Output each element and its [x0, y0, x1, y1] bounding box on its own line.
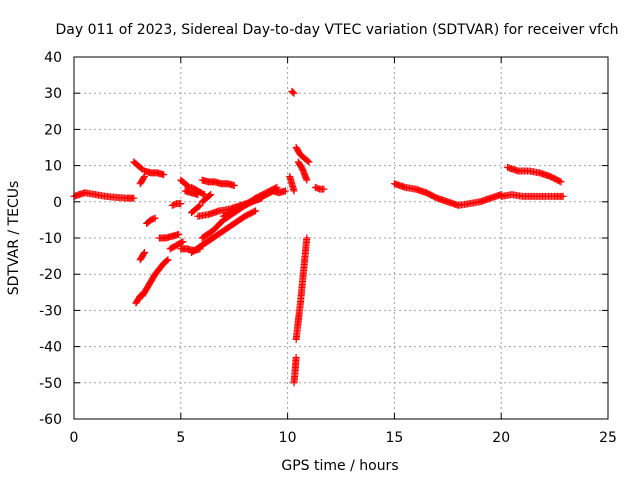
y-tick-labels: 40 30 20 10 0 -10 -20 -30 -40 -50 -60 [39, 50, 62, 428]
data-point [200, 191, 208, 199]
data-point [290, 187, 298, 195]
data-point [304, 157, 312, 165]
data-point [289, 88, 297, 96]
data-point [252, 207, 260, 215]
data-point [140, 174, 148, 182]
data-point [290, 89, 298, 97]
data-point [150, 215, 158, 223]
data-point [151, 214, 159, 222]
data-point [160, 171, 168, 179]
x-tick-labels: 0 5 10 15 20 25 [70, 430, 617, 446]
data-point [179, 238, 187, 246]
y-tick-label: -10 [39, 231, 62, 247]
data-point [250, 208, 258, 216]
data-point [206, 191, 214, 199]
data-point [178, 238, 186, 246]
data-point [140, 248, 148, 256]
data-point [556, 177, 564, 185]
data-point [130, 194, 138, 202]
chart-title: Day 011 of 2023, Sidereal Day-to-day VTE… [55, 22, 618, 38]
data-point [199, 190, 207, 198]
y-tick-label: 10 [44, 159, 62, 175]
data-point [207, 191, 215, 199]
y-tick-label: 30 [44, 86, 62, 102]
data-point [177, 200, 185, 208]
data-point [140, 250, 148, 258]
y-tick-label: 40 [44, 50, 62, 66]
data-point [557, 178, 565, 186]
data-point [559, 192, 567, 200]
data-point [164, 256, 172, 264]
y-tick-label: -40 [39, 340, 62, 356]
data-point [230, 182, 238, 190]
grid-lines [74, 57, 608, 419]
y-tick-label: -50 [39, 376, 62, 392]
data-point [303, 176, 311, 184]
x-tick-label: 10 [279, 430, 297, 446]
data-point [195, 202, 203, 210]
y-tick-label: -60 [39, 412, 62, 428]
data-point [305, 158, 313, 166]
data-point [175, 230, 183, 238]
data-point [281, 187, 289, 195]
x-tick-label: 15 [385, 430, 403, 446]
data-point [292, 353, 300, 361]
data-point [303, 234, 311, 242]
x-tick-label: 20 [492, 430, 510, 446]
x-tick-label: 25 [599, 430, 617, 446]
data-point [184, 182, 192, 190]
x-axis-label: GPS time / hours [281, 458, 398, 474]
data-point [196, 201, 204, 209]
y-tick-label: 0 [53, 195, 62, 211]
y-tick-label: -20 [39, 267, 62, 283]
axis-ticks [73, 56, 609, 420]
data-point [163, 257, 171, 265]
y-axis-label: SDTVAR / TECUs [6, 181, 22, 296]
x-tick-label: 5 [176, 430, 185, 446]
y-tick-label: 20 [44, 122, 62, 138]
data-points [70, 87, 567, 387]
data-point [320, 185, 328, 193]
x-tick-label: 0 [70, 430, 79, 446]
y-tick-label: -30 [39, 303, 62, 319]
